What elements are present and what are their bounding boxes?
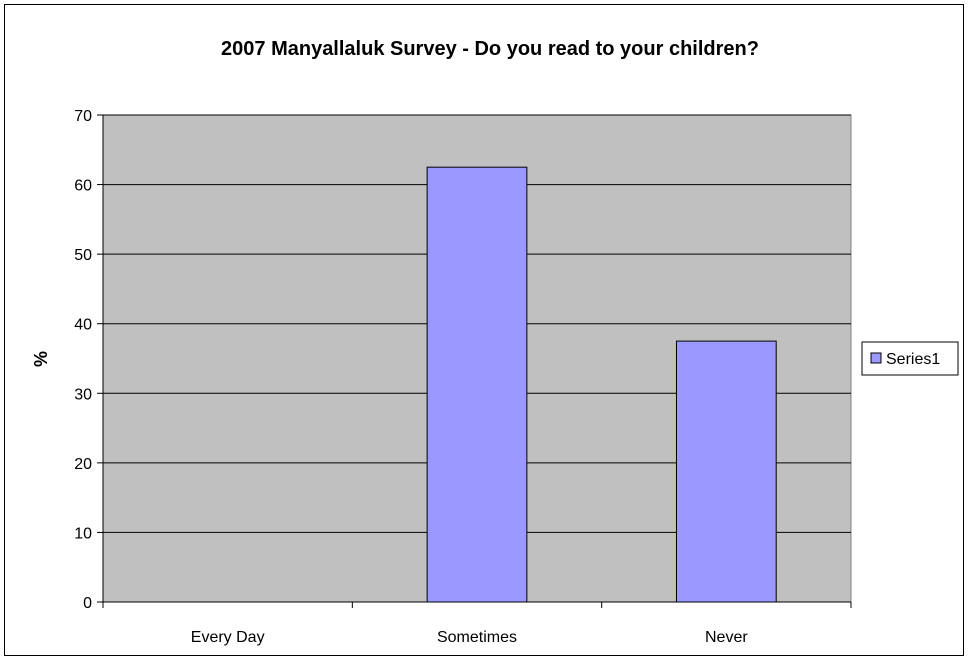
chart-title: 2007 Manyallaluk Survey - Do you read to… xyxy=(221,38,759,60)
bar-sometimes xyxy=(426,166,528,603)
axes xyxy=(97,114,852,608)
y-tick-label-70: 70 xyxy=(74,108,92,125)
y-tick-labels: 0 10 20 30 40 50 60 70 xyxy=(74,108,92,612)
x-tick-label-every-day: Every Day xyxy=(191,629,265,646)
legend-label: Series1 xyxy=(886,351,940,368)
bar-never xyxy=(675,340,777,603)
y-tick-label-20: 20 xyxy=(74,456,92,473)
y-tick-label-10: 10 xyxy=(74,525,92,542)
y-tick-label-30: 30 xyxy=(74,386,92,403)
legend: Series1 xyxy=(861,341,959,376)
chart-svg: 2007 Manyallaluk Survey - Do you read to… xyxy=(31,38,959,646)
bars xyxy=(426,166,777,603)
y-axis-label: % xyxy=(31,351,51,367)
x-tick-labels: Every Day Sometimes Never xyxy=(191,629,749,646)
chart-frame: 2007 Manyallaluk Survey - Do you read to… xyxy=(4,4,964,656)
legend-swatch xyxy=(870,352,882,364)
y-tick-label-0: 0 xyxy=(83,595,92,612)
y-tick-label-60: 60 xyxy=(74,178,92,195)
y-tick-label-40: 40 xyxy=(74,317,92,334)
x-tick-label-sometimes: Sometimes xyxy=(437,629,517,646)
x-tick-label-never: Never xyxy=(705,629,748,646)
y-tick-label-50: 50 xyxy=(74,247,92,264)
